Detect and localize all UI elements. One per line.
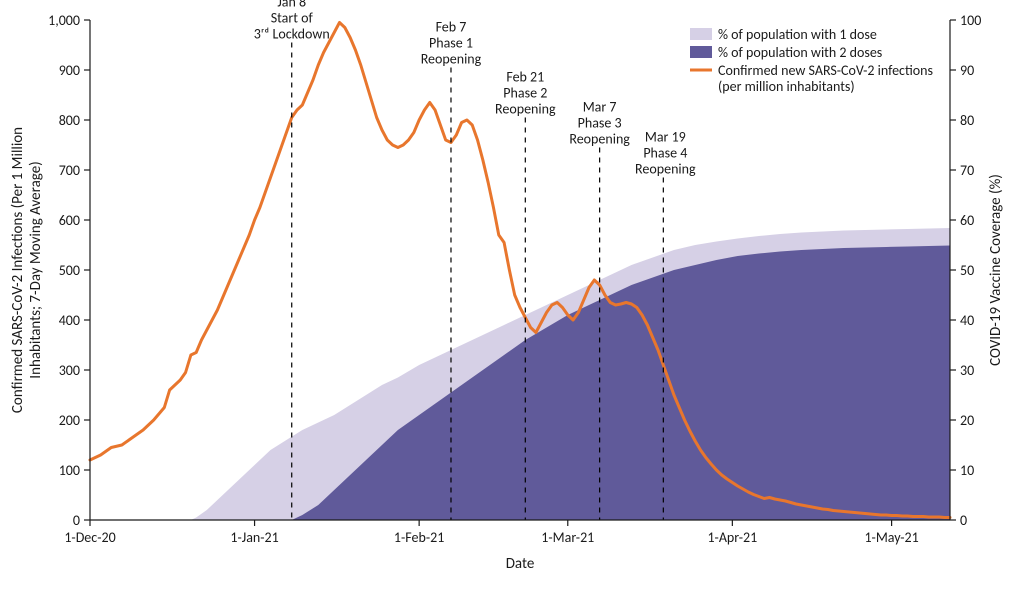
yr-tick-label: 30 [960, 362, 974, 379]
yl-tick-label: 400 [59, 312, 80, 329]
yr-tick-label: 60 [960, 212, 974, 229]
yl-tick-label: 300 [59, 362, 80, 379]
x-tick-label: 1-Mar-21 [541, 529, 594, 546]
y-right-label: COVID-19 Vaccine Coverage (%) [987, 174, 1005, 366]
yr-tick-label: 10 [960, 462, 974, 479]
legend-label: % of population with 1 dose [718, 26, 877, 43]
svg-text:Phase 2: Phase 2 [503, 85, 547, 102]
svg-text:Reopening: Reopening [421, 51, 482, 68]
x-tick-label: 1-Dec-20 [64, 529, 115, 546]
svg-text:Feb 7: Feb 7 [436, 19, 467, 36]
yr-tick-label: 90 [960, 62, 974, 79]
chart-svg: Jan 8Start of3ʳᵈ LockdownFeb 7Phase 1Reo… [0, 0, 1024, 590]
yl-tick-label: 600 [59, 212, 80, 229]
svg-text:Confirmed SARS-CoV-2 Infection: Confirmed SARS-CoV-2 Infections (Per 1 M… [9, 127, 27, 413]
covid-chart: Jan 8Start of3ʳᵈ LockdownFeb 7Phase 1Reo… [0, 0, 1024, 590]
svg-text:Mar 7: Mar 7 [583, 99, 617, 116]
yr-tick-label: 80 [960, 112, 974, 129]
yl-tick-label: 900 [59, 62, 80, 79]
yr-tick-label: 70 [960, 162, 974, 179]
legend-swatch-dose1 [690, 28, 712, 40]
svg-text:Start of: Start of [271, 10, 314, 27]
yl-tick-label: 0 [73, 512, 80, 529]
yr-tick-label: 100 [960, 12, 981, 29]
svg-text:Phase 3: Phase 3 [578, 115, 622, 132]
svg-text:Inhabitants; 7-Day Moving Aver: Inhabitants; 7-Day Moving Average) [27, 161, 45, 378]
yl-tick-label: 100 [59, 462, 80, 479]
x-tick-label: 1-Apr-21 [707, 529, 757, 546]
yl-tick-label: 1,000 [48, 12, 80, 29]
yr-tick-label: 0 [960, 512, 967, 529]
legend-label: (per million inhabitants) [718, 78, 855, 95]
x-tick-label: 1-Jan-21 [230, 529, 278, 546]
x-tick-label: 1-May-21 [864, 529, 918, 546]
svg-text:COVID-19 Vaccine Coverage (%): COVID-19 Vaccine Coverage (%) [987, 174, 1005, 366]
legend-label: % of population with 2 doses [718, 44, 882, 61]
svg-text:3ʳᵈ Lockdown: 3ʳᵈ Lockdown [254, 26, 330, 43]
svg-text:Feb 21: Feb 21 [506, 69, 544, 86]
yl-tick-label: 700 [59, 162, 80, 179]
yl-tick-label: 200 [59, 412, 80, 429]
x-tick-label: 1-Feb-21 [394, 529, 444, 546]
svg-text:Reopening: Reopening [495, 101, 556, 118]
yr-tick-label: 40 [960, 312, 974, 329]
yr-tick-label: 50 [960, 262, 974, 279]
yr-tick-label: 20 [960, 412, 974, 429]
svg-text:Reopening: Reopening [635, 161, 696, 178]
x-axis-label: Date [506, 555, 535, 573]
svg-text:Reopening: Reopening [569, 131, 630, 148]
yl-tick-label: 500 [59, 262, 80, 279]
legend-label: Confirmed new SARS-CoV-2 infections [718, 62, 933, 79]
y-left-label: Confirmed SARS-CoV-2 Infections (Per 1 M… [9, 127, 45, 413]
svg-text:Phase 1: Phase 1 [429, 35, 473, 52]
svg-text:Mar 19: Mar 19 [645, 129, 686, 146]
svg-text:Phase 4: Phase 4 [643, 145, 687, 162]
yl-tick-label: 800 [59, 112, 80, 129]
legend-swatch-dose2 [690, 46, 712, 58]
